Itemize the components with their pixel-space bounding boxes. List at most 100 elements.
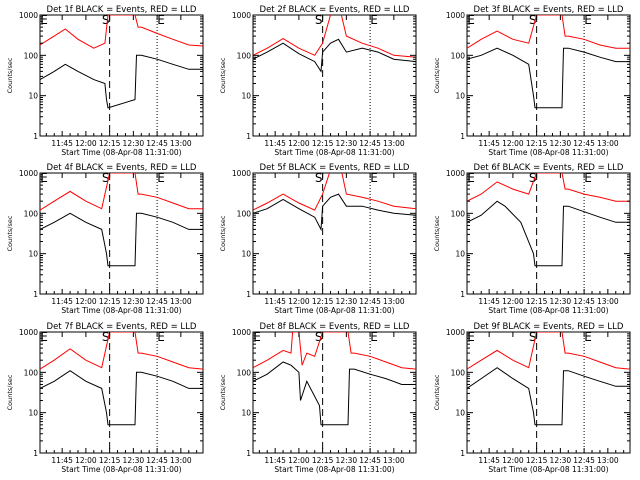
event-marker-label: S — [529, 13, 537, 27]
event-marker-label: E — [40, 330, 48, 344]
x-axis-label: Start Time (08-Apr-08 11:31:00) — [61, 465, 181, 474]
series-line-events — [467, 367, 630, 426]
x-tick-label: 12:15 — [99, 139, 121, 148]
x-tick-label: 13:00 — [170, 456, 192, 465]
series-line-events — [253, 38, 416, 73]
event-marker-label: S — [315, 171, 323, 185]
y-tick-label: 10 — [241, 409, 251, 418]
event-marker-label: E — [584, 13, 592, 27]
x-tick-label: 12:30 — [123, 297, 145, 306]
x-axis-label: Start Time (08-Apr-08 11:31:00) — [61, 148, 181, 157]
event-marker-label: S — [315, 330, 323, 344]
x-tick-label: 12:15 — [99, 297, 121, 306]
series-line-events — [40, 370, 203, 426]
panel-title: Det 1f BLACK = Events, RED = LLD — [47, 5, 197, 15]
event-marker-label: E — [467, 13, 475, 27]
event-marker-label: E — [40, 13, 48, 27]
x-tick-label: 11:45 — [264, 139, 286, 148]
y-tick-label: 100 — [451, 209, 466, 218]
y-tick-label: 10 — [241, 250, 251, 259]
x-tick-label: 12:45 — [573, 139, 595, 148]
panel-title: Det 3f BLACK = Events, RED = LLD — [474, 5, 624, 15]
y-tick-label: 100 — [237, 368, 252, 377]
x-axis-label: Start Time (08-Apr-08 11:31:00) — [274, 148, 394, 157]
series-line-lld — [40, 15, 203, 49]
series-line-lld — [467, 173, 630, 202]
x-tick-label: 11:45 — [51, 297, 73, 306]
x-tick-label: 12:15 — [312, 456, 334, 465]
x-tick-label: 11:45 — [478, 297, 500, 306]
series-line-events — [467, 200, 630, 267]
x-tick-label: 12:45 — [146, 456, 168, 465]
series-line-lld — [40, 332, 203, 370]
y-tick-label: 1000 — [446, 11, 465, 20]
x-tick-label: 12:15 — [312, 297, 334, 306]
event-marker-label: E — [370, 330, 378, 344]
plot-frame — [252, 14, 417, 137]
x-axis-label: Start Time (08-Apr-08 11:31:00) — [488, 465, 608, 474]
y-axis-label: Counts/sec — [433, 57, 441, 93]
y-tick-label: 1000 — [19, 169, 38, 178]
x-tick-label: 12:45 — [573, 297, 595, 306]
series-line-lld — [253, 173, 416, 211]
series-line-events — [40, 212, 203, 267]
x-tick-label: 12:00 — [75, 297, 97, 306]
x-tick-label: 11:45 — [51, 456, 73, 465]
x-tick-label: 12:15 — [526, 297, 548, 306]
y-axis-label: Counts/sec — [219, 374, 227, 410]
event-marker-label: S — [529, 171, 537, 185]
x-tick-label: 12:00 — [288, 456, 310, 465]
x-tick-label: 12:45 — [146, 139, 168, 148]
x-tick-label: 12:15 — [526, 139, 548, 148]
x-tick-label: 12:45 — [359, 139, 381, 148]
event-marker-label: S — [102, 330, 110, 344]
event-marker-label: S — [102, 171, 110, 185]
y-tick-label: 1000 — [19, 11, 38, 20]
x-tick-label: 12:15 — [526, 456, 548, 465]
panel-title: Det 2f BLACK = Events, RED = LLD — [260, 5, 410, 15]
y-axis-label: Counts/sec — [6, 57, 14, 93]
event-marker-label: S — [315, 13, 323, 27]
y-tick-label: 10 — [455, 92, 465, 101]
series-line-lld — [467, 15, 630, 49]
x-axis-label: Start Time (08-Apr-08 11:31:00) — [274, 465, 394, 474]
x-tick-label: 13:00 — [170, 139, 192, 148]
x-tick-label: 12:30 — [336, 456, 358, 465]
x-tick-label: 11:45 — [478, 139, 500, 148]
y-tick-label: 1 — [246, 290, 251, 299]
y-tick-label: 1000 — [19, 328, 38, 337]
x-tick-label: 12:30 — [336, 139, 358, 148]
y-axis-label: Counts/sec — [433, 215, 441, 251]
y-tick-label: 1000 — [446, 328, 465, 337]
series-line-lld — [253, 332, 416, 370]
x-tick-label: 12:00 — [288, 297, 310, 306]
y-tick-label: 10 — [241, 92, 251, 101]
y-tick-label: 10 — [28, 92, 38, 101]
y-tick-label: 1000 — [232, 11, 251, 20]
y-axis-label: Counts/sec — [6, 215, 14, 251]
event-marker-label: S — [529, 330, 537, 344]
y-axis-label: Counts/sec — [219, 57, 227, 93]
panel-title: Det 9f BLACK = Events, RED = LLD — [474, 322, 624, 332]
series-line-lld — [467, 332, 630, 370]
x-tick-label: 11:45 — [264, 297, 286, 306]
y-tick-label: 10 — [455, 250, 465, 259]
x-tick-label: 12:30 — [123, 456, 145, 465]
x-tick-label: 12:30 — [336, 297, 358, 306]
series-line-events — [40, 54, 203, 109]
x-tick-label: 12:30 — [550, 297, 572, 306]
y-tick-label: 100 — [24, 51, 39, 60]
series-line-lld — [253, 15, 416, 58]
series-line-lld — [40, 173, 203, 211]
x-tick-label: 12:00 — [75, 456, 97, 465]
panel-title: Det 5f BLACK = Events, RED = LLD — [260, 163, 410, 173]
y-tick-label: 1000 — [232, 328, 251, 337]
